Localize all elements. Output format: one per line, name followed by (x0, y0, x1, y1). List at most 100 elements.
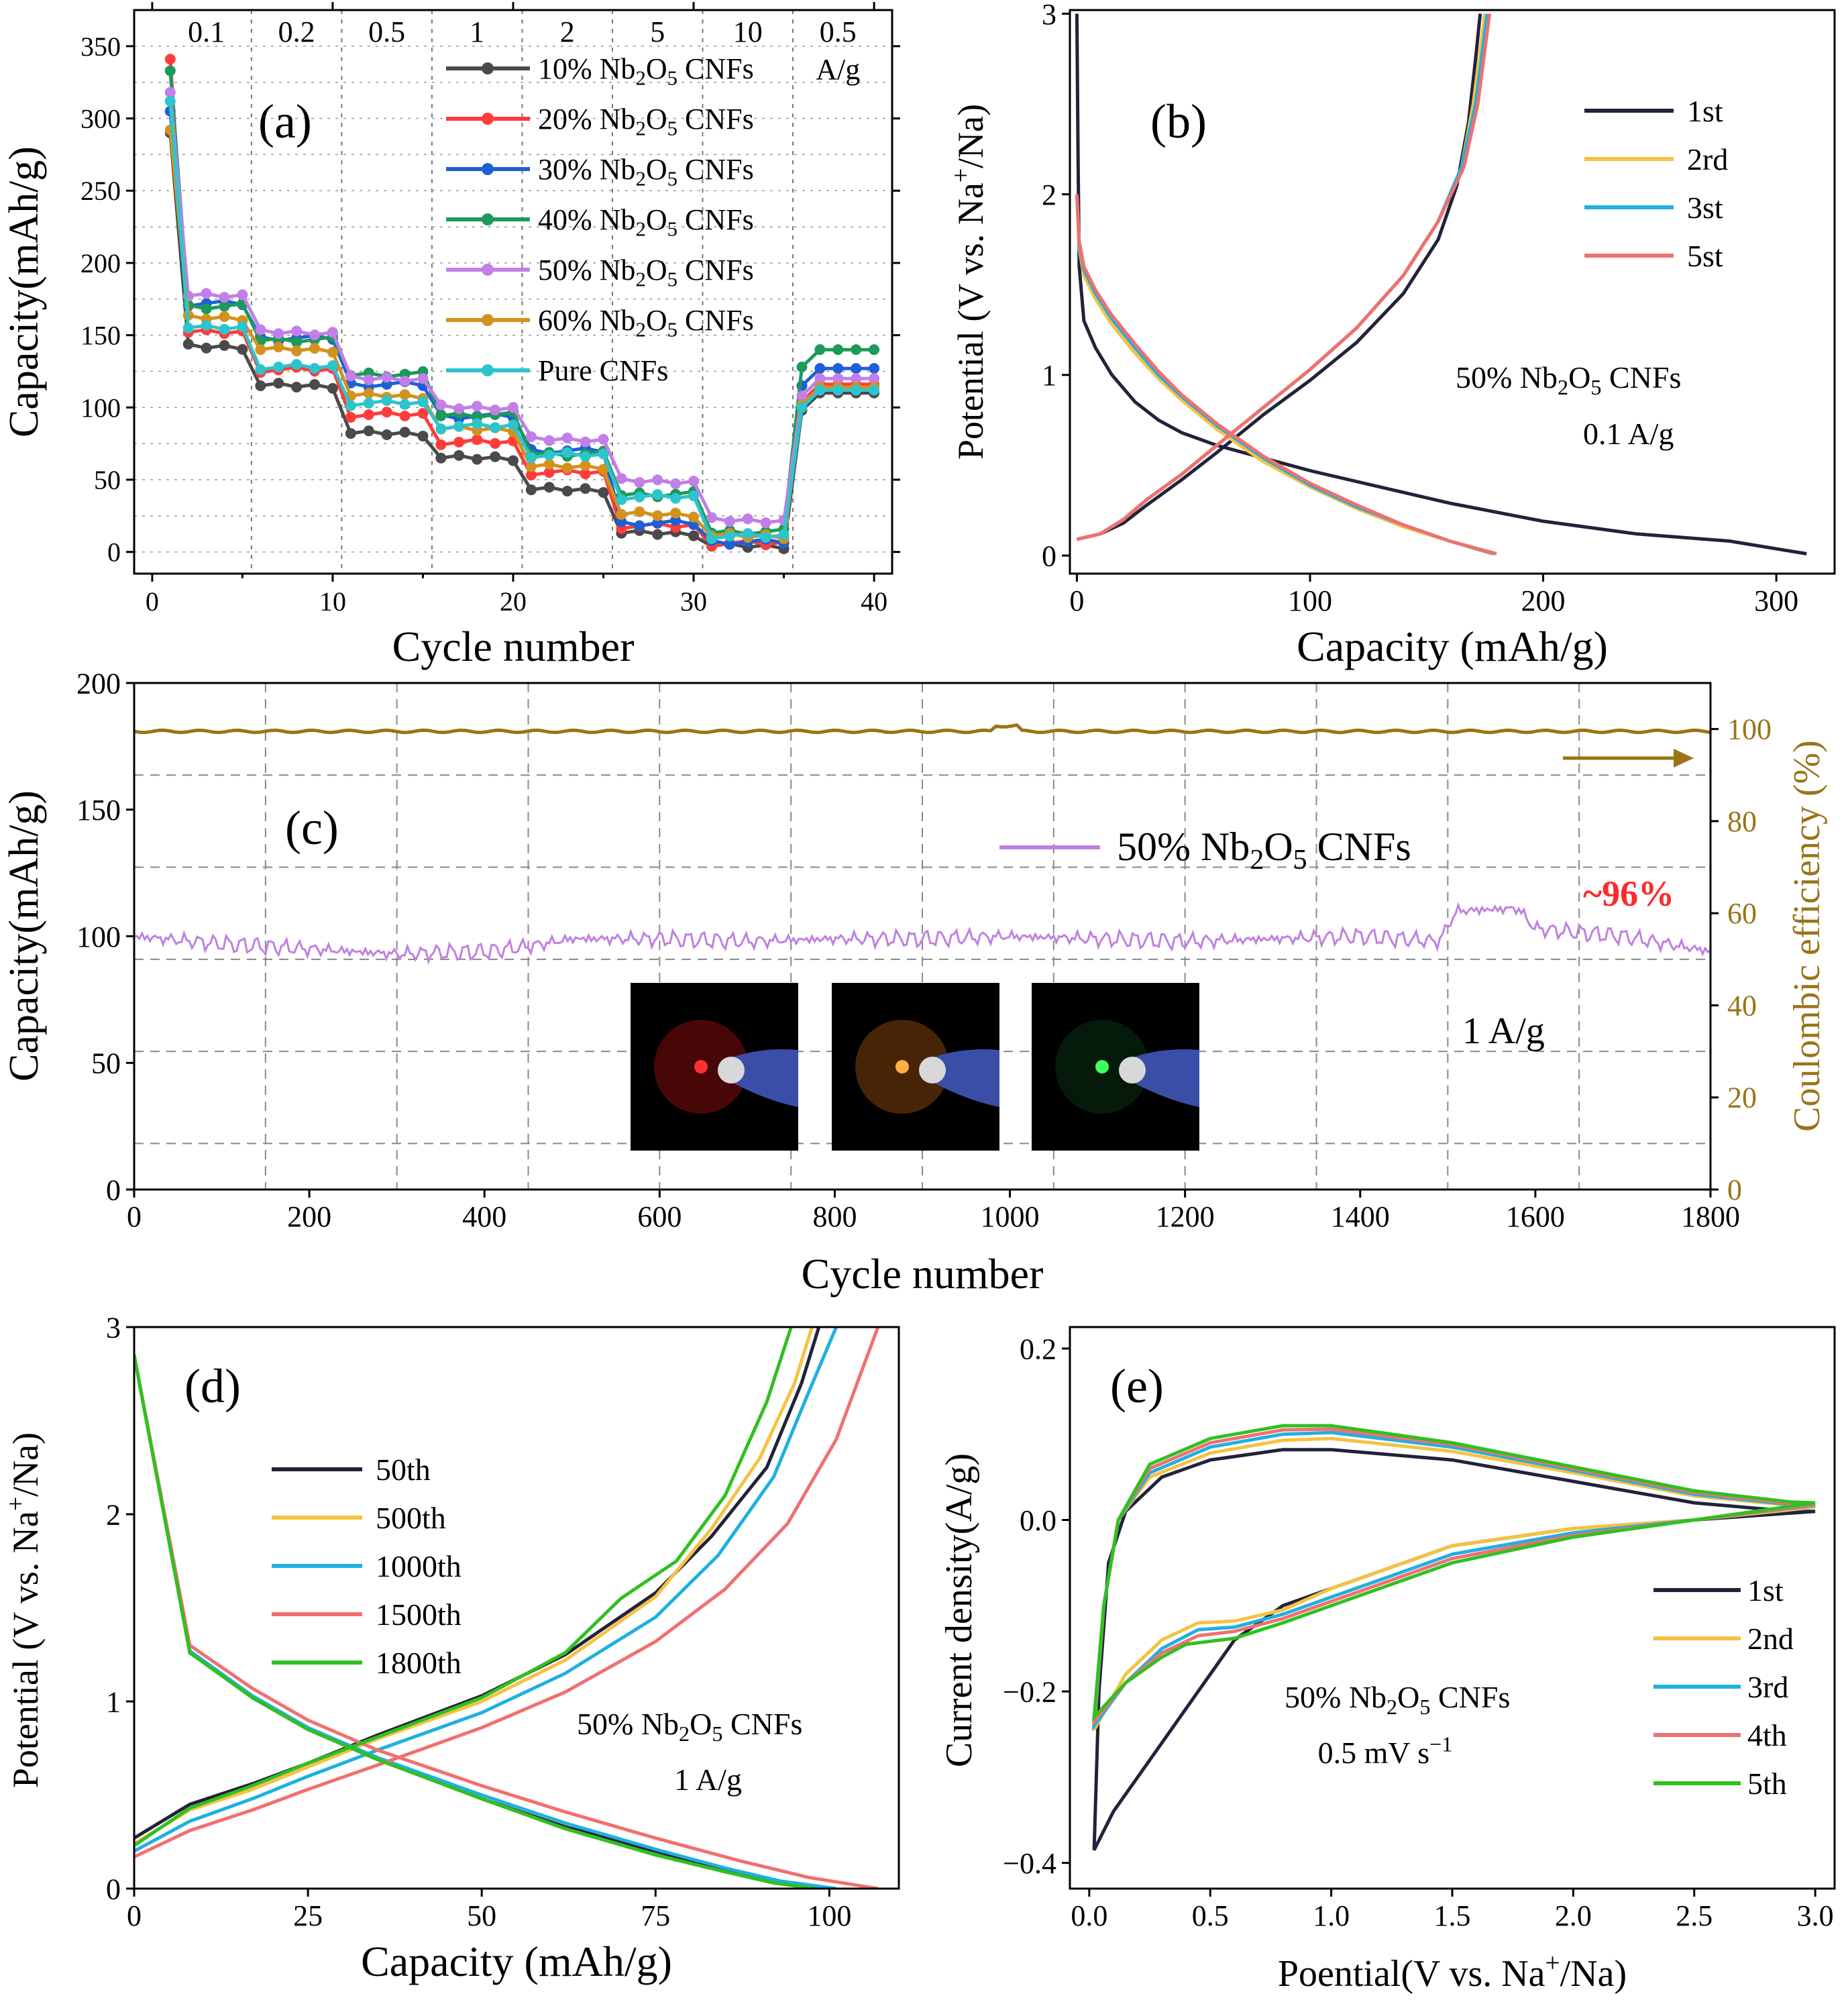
data-point (417, 408, 429, 419)
rate-label: 1 (470, 15, 484, 48)
data-point (670, 478, 682, 490)
charge-curve-1 (134, 1327, 814, 1846)
panel-a-plot (164, 54, 880, 554)
data-point (164, 95, 176, 107)
data-point (453, 421, 465, 432)
data-point (327, 360, 338, 372)
data-point (345, 370, 356, 382)
data-point (363, 409, 374, 421)
data-point (399, 411, 411, 422)
data-point (472, 454, 483, 465)
panel-e: 0.0 0.5 1.0 1.5 2.0 2.5 3.0 −0.4 −0.2 0.0 0.2 1st 2n… (938, 1326, 1836, 1995)
data-point (164, 54, 176, 65)
legend-label-suffix: CNFs (677, 203, 754, 236)
panel-c-xtick-label: 0 (127, 1200, 142, 1233)
panel-e-ytick-label: 0.2 (1020, 1332, 1056, 1365)
y-axis-title-suffix: /Na) (5, 1432, 46, 1497)
annotation-material-mid: O (690, 1707, 712, 1741)
panel-e-xtick-label: 1.0 (1313, 1899, 1350, 1932)
y-axis-title: Potential (V vs. Na+/Na) (1, 1432, 46, 1788)
panel-d-xtick-label: 100 (807, 1899, 851, 1932)
data-point (580, 483, 591, 494)
annotation-material-sub: 2 (1558, 375, 1568, 399)
data-point (453, 437, 465, 447)
y-axis-title: Potential (V vs. Na+/Na) (946, 104, 991, 460)
data-point (399, 399, 411, 410)
panel-c-ytick-label: 100 (76, 920, 121, 953)
legend-label-sub: 5 (667, 268, 677, 291)
data-point (291, 346, 303, 357)
data-point (652, 517, 663, 529)
data-point (760, 517, 771, 529)
data-point (255, 364, 266, 375)
panel-b-xtick-label: 300 (1754, 584, 1798, 617)
data-point (543, 482, 555, 493)
data-point (814, 344, 826, 356)
coulombic-efficiency-line (134, 723, 1710, 735)
data-point (688, 511, 700, 523)
data-point (851, 384, 862, 396)
legend-label-suffix: CNFs (677, 103, 754, 136)
data-point (561, 447, 573, 458)
panel-c-xtick-label: 800 (812, 1200, 857, 1233)
data-point (472, 434, 483, 445)
legend-marker (482, 314, 494, 326)
series-line-1 (168, 59, 875, 548)
data-point (832, 363, 844, 374)
data-point (543, 435, 555, 446)
data-point (814, 373, 826, 384)
panel-c: 0 200 400 600 800 1000 1200 1400 1600 18000501001… (1, 667, 1828, 1298)
series-line-3 (168, 70, 875, 536)
panel-e-xtick-label: 2.0 (1555, 1899, 1592, 1932)
data-point (742, 513, 753, 525)
panel-c-plot (134, 723, 1710, 965)
data-point (616, 509, 627, 520)
panel-a-xtick-label: 40 (861, 586, 887, 617)
capacity-line (134, 902, 1710, 965)
data-point (435, 399, 447, 411)
data-point (525, 461, 537, 472)
rate-unit-label: A/g (816, 53, 860, 86)
legend-label: 3st (1687, 191, 1723, 225)
photo-caption: red LED lit (693, 1137, 736, 1147)
legend-label-sub: 5 (667, 117, 677, 140)
data-point (598, 464, 609, 475)
data-point (688, 476, 700, 487)
y-axis-title-prefix: Potential (V vs. Na (5, 1511, 46, 1788)
legend-label-mid: O (646, 52, 667, 85)
panel-d-xtick-label: 0 (127, 1899, 142, 1932)
data-point (273, 362, 284, 372)
panel-c-ytick-label: 200 (76, 667, 121, 700)
panel-c-xtick-label: 200 (287, 1200, 331, 1233)
data-point (381, 394, 392, 406)
legend-label: 10% Nb2O5 CNFs (538, 52, 754, 90)
data-point (525, 470, 537, 481)
data-point (580, 460, 591, 471)
data-point (508, 455, 519, 466)
data-point (345, 411, 356, 423)
photo-caption: green LED lit (1090, 1137, 1142, 1147)
data-point (417, 396, 429, 407)
legend-label-suffix: CNFs (1307, 825, 1411, 869)
data-point (652, 474, 663, 486)
data-point (688, 530, 700, 541)
panel-a-ytick-label: 250 (80, 176, 121, 206)
series-line-4 (168, 92, 875, 525)
y-axis-title: Capacity(mAh/g) (1, 146, 47, 437)
legend-label-mid: O (646, 254, 667, 286)
discharge-curve-4 (134, 1355, 816, 1889)
panel-a-ytick-label: 150 (80, 321, 121, 351)
data-point (490, 422, 501, 433)
rate-label: 0.5 (820, 15, 857, 48)
legend-label-sub: 2 (635, 268, 645, 291)
data-point (435, 439, 447, 450)
axis-arrow-head (1674, 749, 1694, 768)
panel-d-ytick-label: 0 (106, 1873, 121, 1905)
y-axis-title-left: Capacity(mAh/g) (1, 790, 47, 1082)
legend-label-sub: 2 (635, 168, 645, 191)
data-point (652, 488, 663, 500)
legend-label-prefix: 50% Nb (1117, 825, 1250, 869)
data-point (724, 516, 735, 527)
legend-label: 50% Nb2O5 CNFs (538, 254, 754, 291)
data-point (869, 373, 880, 384)
